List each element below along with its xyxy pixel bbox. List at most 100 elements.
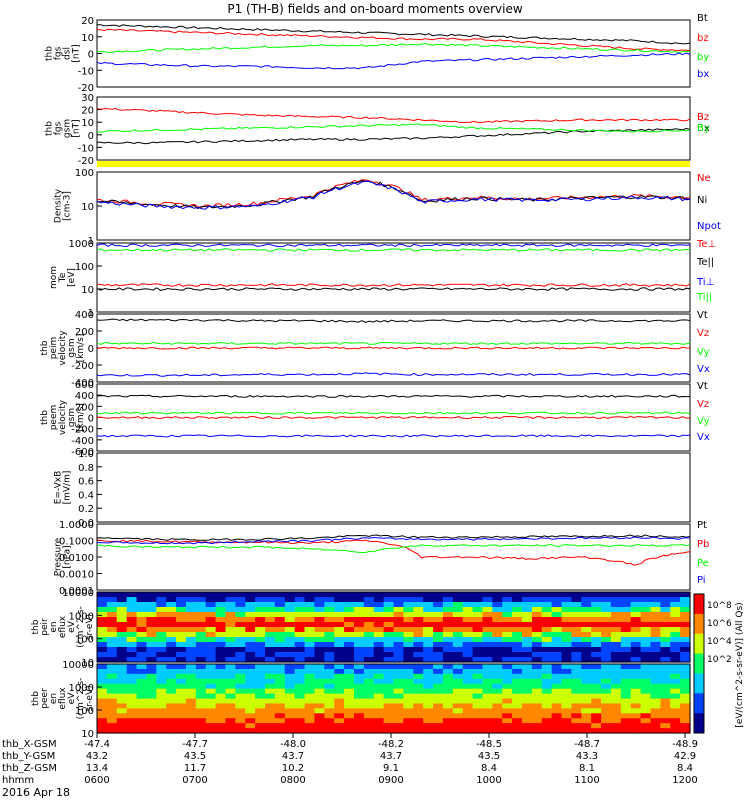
spectrogram-cell <box>433 664 444 670</box>
spectrogram-cell <box>571 617 582 623</box>
spectrogram-cell <box>255 698 266 705</box>
spectrogram-cell <box>225 597 236 603</box>
colorbar-segment <box>694 613 704 635</box>
spectrogram-cell <box>541 612 553 618</box>
legend-Pi: Pi <box>697 575 706 586</box>
spectrogram-cell <box>185 703 197 709</box>
spectrogram-cell <box>531 602 543 608</box>
spectrogram-cell <box>650 678 661 685</box>
spectrogram-cell <box>176 597 187 603</box>
colorbar-tick-label: 10^4 <box>707 637 732 647</box>
y-tick-label: 200 <box>75 327 94 338</box>
spectrogram-cell <box>660 652 671 658</box>
spectrogram-cell <box>136 668 148 675</box>
spectrogram-cell <box>334 607 345 613</box>
spectrogram-cell <box>521 652 533 658</box>
spectrogram-cell <box>97 642 108 648</box>
legend-Vy: Vy <box>697 416 710 427</box>
spectrogram-cell <box>116 713 128 719</box>
spectrogram-cell <box>413 642 424 648</box>
spectrogram-cell <box>314 718 325 724</box>
spectrogram-cell <box>166 678 177 685</box>
spectrogram-cell <box>373 703 385 709</box>
spectrogram-cell <box>353 602 365 608</box>
spectrogram-cell <box>601 627 612 633</box>
spectrogram-cell <box>314 683 325 690</box>
spectrogram-cell <box>433 637 444 643</box>
spectrogram-cell <box>620 664 632 670</box>
spectrogram-cell <box>294 612 306 618</box>
spectrogram-cell <box>245 723 256 729</box>
spectrogram-cell <box>245 688 256 695</box>
spectrogram-cell <box>462 693 474 700</box>
spectrogram-cell <box>97 713 108 719</box>
spectrogram-cell <box>284 678 296 685</box>
spectrogram-cell <box>156 678 167 685</box>
spectrogram-cell <box>255 723 266 729</box>
spectrogram-cell <box>680 688 691 695</box>
spectrogram-cell <box>176 657 187 663</box>
spectrogram-cell <box>462 698 474 705</box>
spectrogram-cell <box>482 713 493 719</box>
spectrogram-cell <box>551 627 563 633</box>
spectrogram-cell <box>136 718 148 724</box>
y-axis-label-line: sr-eV) <box>85 614 95 640</box>
spectrogram-cell <box>591 713 602 719</box>
spectrogram-cell <box>620 673 632 680</box>
spectrogram-cell <box>353 612 365 618</box>
spectrogram-cell <box>551 728 563 734</box>
spectrogram-cell <box>462 723 474 729</box>
spectrogram-cell <box>334 728 345 734</box>
spectrogram-cell <box>472 683 484 690</box>
spectrogram-cell <box>344 622 355 628</box>
y-axis-label-line: peer <box>40 688 50 709</box>
spectrogram-cell <box>116 642 128 648</box>
orbit-value: 0800 <box>280 775 305 786</box>
spectrogram-cell <box>403 607 414 613</box>
spectrogram-cell <box>551 708 563 714</box>
spectrogram-cell <box>423 627 434 633</box>
spectrogram-cell <box>571 664 582 670</box>
spectrogram-cell <box>116 622 128 628</box>
spectrogram-cell <box>116 597 128 603</box>
spectrogram-cell <box>324 723 335 729</box>
spectrogram-cell <box>146 592 157 598</box>
spectrogram-cell <box>284 632 296 638</box>
legend-Bt: Bt <box>697 13 708 24</box>
spectrogram-cell <box>670 597 681 603</box>
spectrogram-cell <box>433 678 444 685</box>
spectrogram-cell <box>472 678 484 685</box>
spectrogram-cell <box>531 657 543 663</box>
spectrogram-cell <box>383 592 395 598</box>
spectrogram-cell <box>126 708 138 714</box>
spectrogram-cell <box>106 688 118 695</box>
spectrogram-cell <box>660 664 671 670</box>
y-axis-label: thb fgs dsl [nT] <box>45 44 82 62</box>
spectrogram-cell <box>630 678 642 685</box>
spectrogram-cell <box>195 688 207 695</box>
spectrogram-cell <box>176 592 187 598</box>
spectrogram-cell <box>185 673 197 680</box>
spectrogram-cell <box>482 688 493 695</box>
spectrogram-cell <box>353 637 365 643</box>
spectrogram-cell <box>314 664 325 670</box>
spectrogram-cell <box>472 642 484 648</box>
spectrogram-cell <box>601 632 612 638</box>
spectrogram-cell <box>521 657 533 663</box>
y-tick-label: 400 <box>75 310 94 321</box>
colorbar-segment <box>694 693 704 714</box>
spectrogram-cell <box>413 718 424 724</box>
spectrogram-cell <box>541 693 553 700</box>
spectrogram-cell <box>353 728 365 734</box>
spectrogram-cell <box>176 637 187 643</box>
spectrogram-cell <box>363 664 375 670</box>
y-axis-label: Pressure [nPa] <box>54 537 73 576</box>
spectrogram-cell <box>502 617 513 623</box>
spectrogram-cell <box>591 664 602 670</box>
spectrogram-cell <box>294 637 306 643</box>
spectrogram-cell <box>97 664 108 670</box>
y-axis-label-line: dsl <box>63 47 73 60</box>
spectrogram-cell <box>591 678 602 685</box>
y-tick-label: 10 <box>81 118 94 129</box>
orbit-value: 13.4 <box>86 763 108 774</box>
